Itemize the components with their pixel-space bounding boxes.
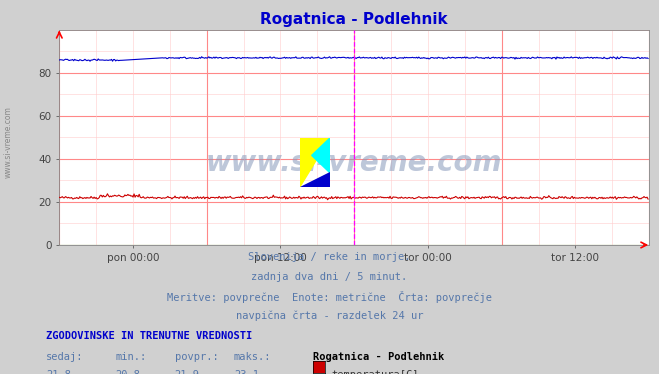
Text: maks.:: maks.:	[234, 352, 272, 362]
Text: www.si-vreme.com: www.si-vreme.com	[206, 149, 502, 177]
Text: zadnja dva dni / 5 minut.: zadnja dva dni / 5 minut.	[251, 272, 408, 282]
Text: povpr.:: povpr.:	[175, 352, 218, 362]
Text: 20,8: 20,8	[115, 370, 140, 374]
Text: Slovenija / reke in morje.: Slovenija / reke in morje.	[248, 252, 411, 263]
Text: min.:: min.:	[115, 352, 146, 362]
Text: navpična črta - razdelek 24 ur: navpična črta - razdelek 24 ur	[236, 311, 423, 321]
Title: Rogatnica - Podlehnik: Rogatnica - Podlehnik	[260, 12, 448, 27]
Text: Meritve: povprečne  Enote: metrične  Črta: povprečje: Meritve: povprečne Enote: metrične Črta:…	[167, 291, 492, 303]
Polygon shape	[300, 138, 330, 187]
Text: www.si-vreme.com: www.si-vreme.com	[3, 106, 13, 178]
Text: 23,1: 23,1	[234, 370, 259, 374]
Text: Rogatnica - Podlehnik: Rogatnica - Podlehnik	[313, 352, 444, 362]
Polygon shape	[312, 138, 330, 172]
Text: temperatura[C]: temperatura[C]	[331, 370, 419, 374]
Text: 21,9: 21,9	[175, 370, 200, 374]
Text: 21,8: 21,8	[46, 370, 71, 374]
Text: ZGODOVINSKE IN TRENUTNE VREDNOSTI: ZGODOVINSKE IN TRENUTNE VREDNOSTI	[46, 331, 252, 341]
Polygon shape	[300, 172, 330, 187]
Text: sedaj:: sedaj:	[46, 352, 84, 362]
